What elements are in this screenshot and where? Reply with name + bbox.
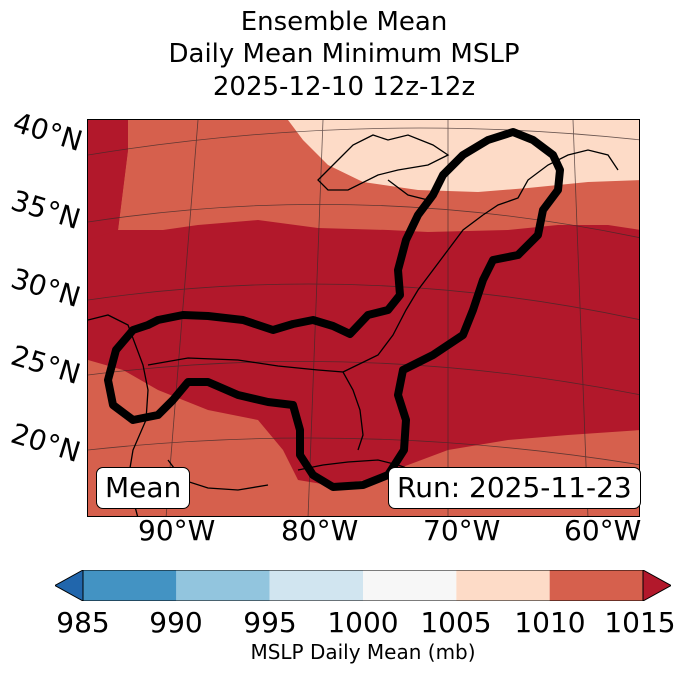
lon-label-90w: 90°W [138, 514, 216, 547]
lon-label-80w: 80°W [281, 514, 359, 547]
lat-label-20: 20°N [7, 416, 85, 469]
colorbar-tick-985: 985 [56, 606, 110, 639]
colorbar-label: MSLP Daily Mean (mb) [250, 640, 476, 664]
colorbar-tick-1010: 1010 [514, 606, 586, 639]
colorbar-tick-1000: 1000 [327, 606, 399, 639]
map-title-line-2: Daily Mean Minimum MSLP [168, 39, 520, 69]
colorbar-tick-990: 990 [149, 606, 203, 639]
mean-badge: Mean [96, 467, 191, 509]
lon-label-60w: 60°W [564, 514, 642, 547]
colorbar-segment-1005-1010 [456, 570, 550, 601]
colorbar-segment-995-1000 [269, 570, 363, 601]
colorbar-tick-1015: 1015 [604, 606, 676, 639]
lat-label-40: 40°N [9, 105, 87, 158]
lat-label-35: 35°N [7, 183, 85, 236]
lat-label-30: 30°N [7, 261, 85, 314]
lon-label-70w: 70°W [423, 514, 501, 547]
pressure-band-1005-1010 [88, 120, 639, 516]
colorbar-tick-995: 995 [243, 606, 297, 639]
colorbar-segment-1010-1015 [549, 570, 643, 601]
colorbar-over-arrow [642, 570, 671, 601]
colorbar-under-arrow [55, 570, 84, 601]
map-title-line-1: Ensemble Mean [240, 7, 448, 37]
colorbar-tick-1005: 1005 [420, 606, 492, 639]
mslp-contour-outline [104, 128, 564, 491]
colorbar [55, 570, 671, 601]
lat-label-25: 25°N [7, 338, 85, 391]
map-title-line-3: 2025-12-10 12z-12z [212, 72, 476, 102]
run-date-badge: Run: 2025-11-23 [388, 467, 641, 509]
colorbar-segment-1000-1005 [363, 570, 457, 601]
map-panel [87, 119, 640, 517]
map-canvas [88, 120, 639, 516]
colorbar-segment-985-990 [83, 570, 177, 601]
colorbar-segment-990-995 [176, 570, 270, 601]
